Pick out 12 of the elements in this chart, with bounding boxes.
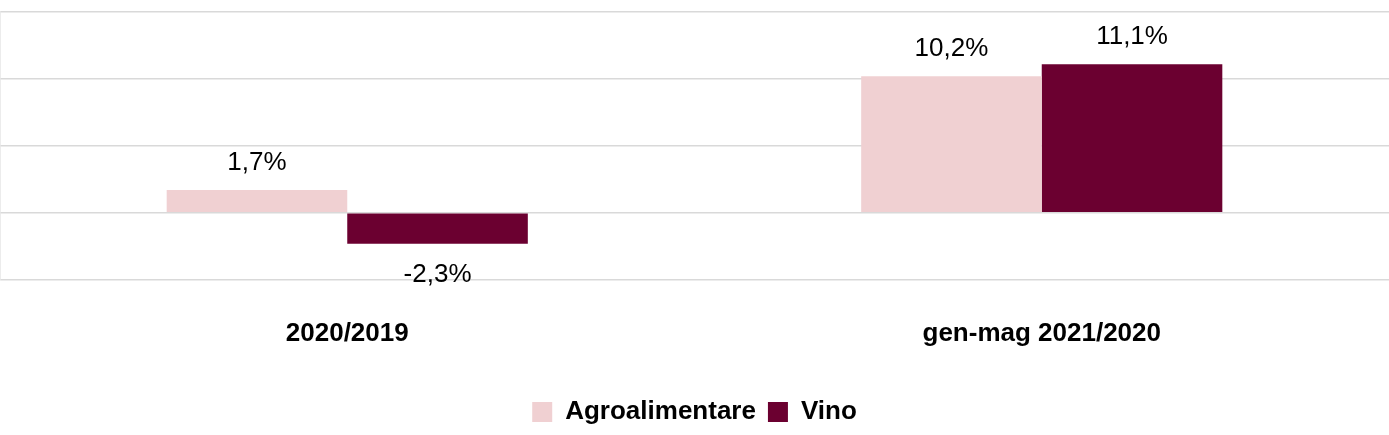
legend-label: Vino [800, 395, 857, 426]
data-label: 10,2% [914, 32, 989, 63]
bar [166, 190, 348, 213]
legend-label: Agroalimentare [565, 395, 756, 426]
x-tick-label: 2020/2019 [285, 316, 409, 347]
bar [861, 76, 1042, 213]
x-tick-label: gen-mag 2021/2020 [922, 316, 1161, 347]
data-label: 11,1% [1096, 20, 1168, 51]
data-label: -2,3% [403, 257, 472, 288]
bar [1041, 64, 1223, 213]
bar [347, 213, 528, 244]
data-label: 1,7% [227, 146, 287, 177]
